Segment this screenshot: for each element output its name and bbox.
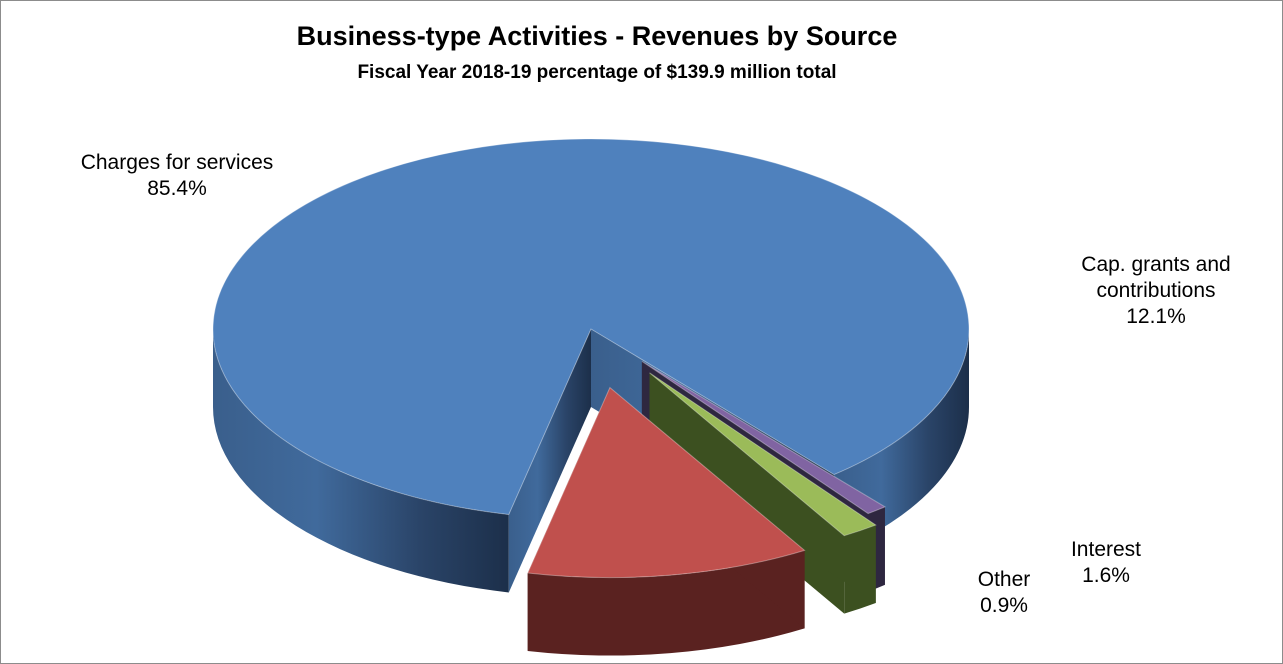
pie-slice-top: [649, 372, 877, 537]
pie-layer: [212, 138, 970, 656]
pie-slice-top: [526, 386, 806, 579]
slice-label-charges-for-services: Charges for services 85.4%: [81, 151, 274, 200]
pie-slice-wall: [649, 372, 876, 604]
label-layer: Charges for services 85.4% Cap. grants and…: [81, 151, 1231, 617]
slice-label-cap-grants-and-contributions: Cap. grants and contributions 12.1%: [1081, 253, 1230, 328]
slice-label-other: Other 0.9%: [978, 568, 1031, 617]
pie-slice-cap-grants-and-contributions: [526, 386, 806, 656]
slice-label-interest: Interest 1.6%: [1071, 538, 1141, 587]
pie-slice-top: [641, 360, 886, 515]
pie-slice-wall: [508, 329, 591, 593]
pie-slice-side: [213, 329, 509, 593]
chart-subtitle: Fiscal Year 2018-19 percentage of $139.9…: [357, 62, 836, 83]
pie-slice-top: [212, 138, 970, 515]
chart-title: Business-type Activities - Revenues by S…: [297, 21, 898, 51]
pie-slice-side: [527, 550, 805, 656]
